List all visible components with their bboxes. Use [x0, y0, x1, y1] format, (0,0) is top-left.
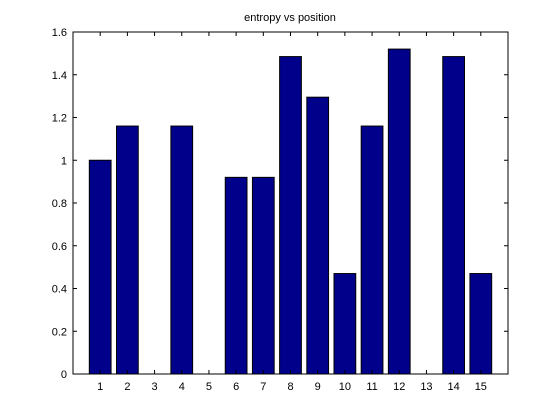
- y-tick-label: 0.2: [52, 326, 67, 338]
- x-tick-label: 6: [233, 381, 239, 393]
- bar-14: [442, 56, 465, 375]
- y-tick-label: 0.4: [52, 284, 67, 296]
- x-tick-label: 1: [97, 381, 103, 393]
- x-tick-label: 15: [475, 381, 487, 393]
- bar-4: [170, 125, 194, 375]
- bar-9: [306, 96, 330, 375]
- bar-15: [469, 273, 493, 375]
- y-tick-label: 0.8: [52, 198, 67, 210]
- x-axis-ticks: 1 2 3 4 5 6 7 8 9 10 11 12 13 14 15: [97, 32, 487, 393]
- x-tick-label: 11: [366, 381, 377, 393]
- bar-1: [88, 159, 112, 375]
- x-tick-label: 3: [152, 381, 158, 393]
- x-tick-label: 2: [124, 381, 130, 393]
- x-tick-label: 9: [315, 381, 321, 393]
- x-tick-label: 4: [179, 381, 185, 393]
- bars-group: [88, 48, 493, 375]
- bar-7: [251, 176, 275, 375]
- x-tick-label: 5: [206, 381, 212, 393]
- y-tick-label: 1.2: [52, 113, 67, 125]
- y-tick-label: 1: [61, 155, 67, 167]
- y-tick-label: 1.4: [52, 70, 67, 82]
- x-tick-label: 8: [287, 381, 293, 393]
- bar-6: [224, 176, 248, 375]
- x-tick-label: 14: [448, 381, 460, 393]
- y-tick-label: 0.6: [52, 241, 67, 253]
- y-axis-ticks: 0 0.2 0.4 0.6 0.8 1 1.2 1.4 1.6: [52, 27, 508, 381]
- y-tick-label: 1.6: [52, 27, 67, 39]
- bar-2: [116, 125, 139, 375]
- x-tick-label: 12: [393, 381, 405, 393]
- bar-12: [387, 48, 411, 375]
- bar-8: [279, 56, 302, 375]
- bar-11: [360, 125, 384, 375]
- y-tick-label: 0: [61, 369, 67, 381]
- chart-title: entropy vs position: [244, 12, 336, 24]
- x-tick-label: 10: [339, 381, 351, 393]
- x-tick-label: 7: [260, 381, 266, 393]
- bar-10: [333, 273, 357, 375]
- x-tick-label: 13: [420, 381, 432, 393]
